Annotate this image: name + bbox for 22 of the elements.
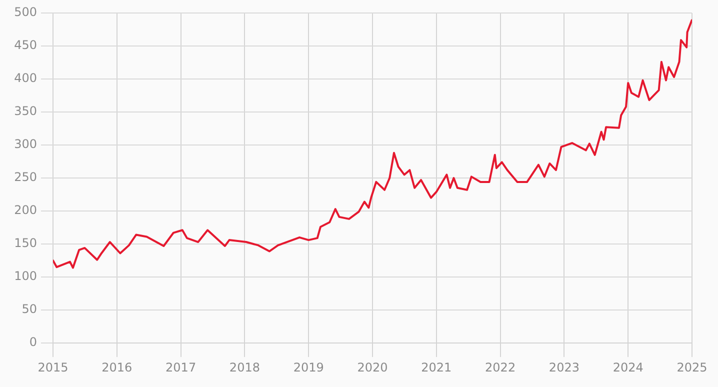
x-tick-label: 2021 <box>421 360 452 374</box>
x-tick-label: 2019 <box>293 360 324 374</box>
y-tick-label: 0 <box>29 335 37 350</box>
y-tick-label: 50 <box>22 302 37 316</box>
x-tick-label: 2017 <box>166 360 196 374</box>
x-tick-label: 2020 <box>357 360 388 374</box>
y-tick-label: 500 <box>14 5 37 20</box>
x-tick-label: 2025 <box>676 360 708 374</box>
x-tick-label: 2018 <box>229 360 260 374</box>
y-tick-label: 150 <box>14 236 37 250</box>
x-tick-label: 2016 <box>102 360 132 374</box>
y-tick-label: 350 <box>14 104 37 118</box>
y-tick-label: 450 <box>14 38 37 52</box>
x-tick-label: 2022 <box>485 360 516 374</box>
y-tick-label: 100 <box>14 269 37 284</box>
y-tick-label: 300 <box>14 137 37 152</box>
y-tick-label: 400 <box>14 71 37 86</box>
y-tick-label: 200 <box>14 203 37 218</box>
x-tick-label: 2015 <box>38 360 68 374</box>
x-tick-label: 2024 <box>612 360 644 374</box>
y-tick-label: 250 <box>14 170 37 184</box>
x-tick-label: 2023 <box>548 360 580 374</box>
